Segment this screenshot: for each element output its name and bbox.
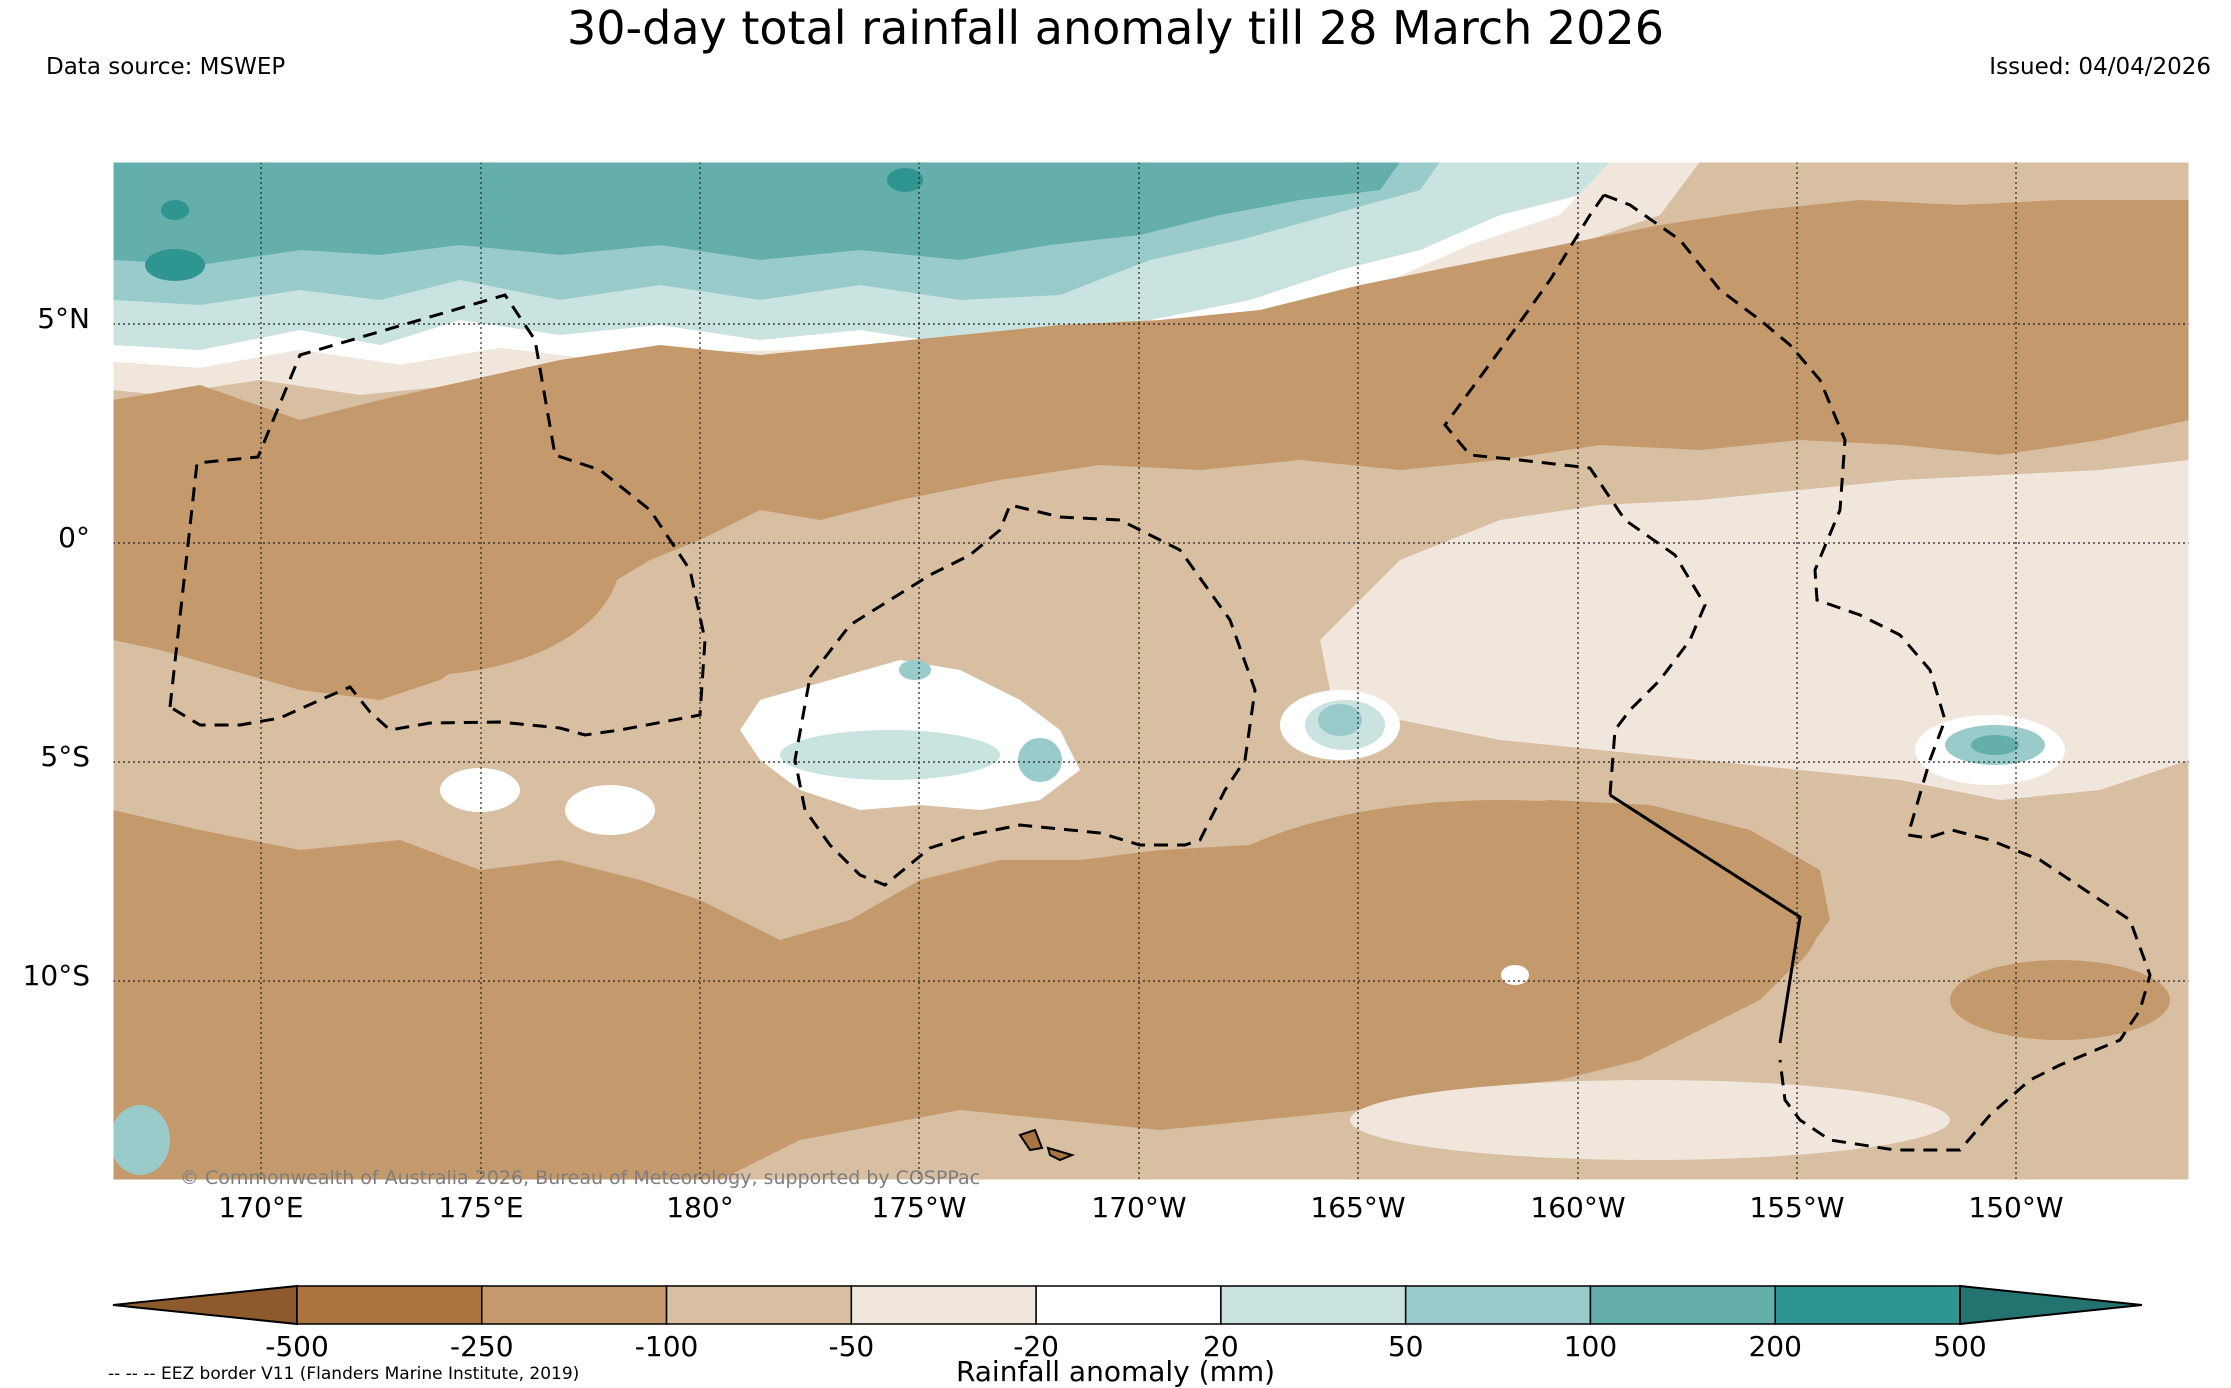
colorbar-segment bbox=[1589, 1285, 1776, 1325]
wet-patch bbox=[113, 1105, 170, 1175]
near-normal-patch bbox=[565, 785, 655, 835]
rainfall-anomaly-map bbox=[112, 161, 2190, 1181]
colorbar-tick-label: 500 bbox=[1933, 1330, 1987, 1363]
wet-patch bbox=[1318, 704, 1362, 736]
dry-core bbox=[220, 445, 620, 675]
colorbar-segment bbox=[1774, 1285, 1961, 1325]
lon-label: 175°W bbox=[871, 1191, 967, 1224]
lon-label: 170°W bbox=[1091, 1191, 1187, 1224]
near-normal-patch bbox=[1501, 965, 1529, 985]
issued-date-label: Issued: 04/04/2026 bbox=[1989, 54, 2211, 80]
colorbar-extend-low bbox=[112, 1284, 298, 1326]
lon-label: 160°W bbox=[1530, 1191, 1626, 1224]
wet-patch bbox=[899, 660, 931, 680]
colorbar-segment bbox=[481, 1285, 668, 1325]
lon-label: 155°W bbox=[1749, 1191, 1845, 1224]
lon-label: 150°W bbox=[1968, 1191, 2064, 1224]
equatorial-light-east bbox=[1320, 460, 2189, 800]
dry-core bbox=[1510, 280, 1990, 420]
colorbar-segment bbox=[850, 1285, 1037, 1325]
wet-patch bbox=[780, 730, 1000, 780]
wet-core bbox=[161, 200, 189, 220]
slight-dry-patch bbox=[1350, 1080, 1950, 1160]
wet-core bbox=[1971, 735, 2019, 755]
eez-legend-note: -- -- -- EEZ border V11 (Flanders Marine… bbox=[108, 1364, 580, 1384]
colorbar-segment bbox=[1404, 1285, 1592, 1325]
gridlines bbox=[113, 162, 2189, 1180]
colorbar-tick-label: 200 bbox=[1748, 1330, 1802, 1363]
colorbar-tick-label: 20 bbox=[1203, 1330, 1239, 1363]
map-title: 30-day total rainfall anomaly till 28 Ma… bbox=[567, 1, 1664, 55]
colorbar-extend-high bbox=[1959, 1284, 2143, 1326]
lon-label: 170°E bbox=[218, 1191, 304, 1224]
slight-dry-band bbox=[113, 162, 1700, 395]
lat-label-10s: 10°S bbox=[22, 959, 90, 992]
colorbar-tick-label: -100 bbox=[634, 1330, 699, 1363]
lat-label-5s: 5°S bbox=[40, 740, 90, 773]
data-source-label: Data source: MSWEP bbox=[46, 54, 286, 80]
map-frame bbox=[112, 161, 2190, 1181]
near-normal-patch bbox=[440, 768, 520, 812]
colorbar-tick-label: -50 bbox=[828, 1330, 875, 1363]
near-normal-band bbox=[113, 162, 1645, 368]
lat-label-5n: 5°N bbox=[37, 302, 90, 335]
colorbar-tick-label: 100 bbox=[1563, 1330, 1618, 1363]
colorbar-tick-label: -20 bbox=[1013, 1330, 1059, 1363]
dry-core bbox=[1950, 960, 2170, 1040]
colorbar-segment bbox=[1220, 1285, 1407, 1325]
colorbar-tick-label: -250 bbox=[449, 1330, 514, 1363]
wet-band-north-dark bbox=[113, 162, 1400, 265]
dry-core bbox=[1180, 800, 1820, 1040]
island-outline bbox=[1018, 1128, 1044, 1152]
lon-label: 175°E bbox=[438, 1191, 524, 1224]
lon-label: 180° bbox=[666, 1191, 734, 1224]
lat-label-equator: 0° bbox=[58, 521, 90, 554]
maritime-boundary bbox=[1609, 793, 1802, 1044]
wet-core bbox=[145, 249, 205, 281]
colorbar-tick-label: 50 bbox=[1387, 1330, 1424, 1363]
lon-label: 165°W bbox=[1310, 1191, 1406, 1224]
island-outline bbox=[1046, 1146, 1075, 1162]
colorbar-tick-label: -500 bbox=[265, 1330, 329, 1363]
eez-borders bbox=[168, 193, 2152, 1152]
colorbar-segment bbox=[665, 1285, 853, 1325]
wet-patch bbox=[1018, 738, 1062, 782]
colorbar-segment bbox=[296, 1285, 483, 1325]
wet-core bbox=[887, 168, 923, 192]
colorbar-segment bbox=[1035, 1285, 1222, 1325]
copyright-notice: © Commonwealth of Australia 2026, Bureau… bbox=[180, 1167, 981, 1189]
